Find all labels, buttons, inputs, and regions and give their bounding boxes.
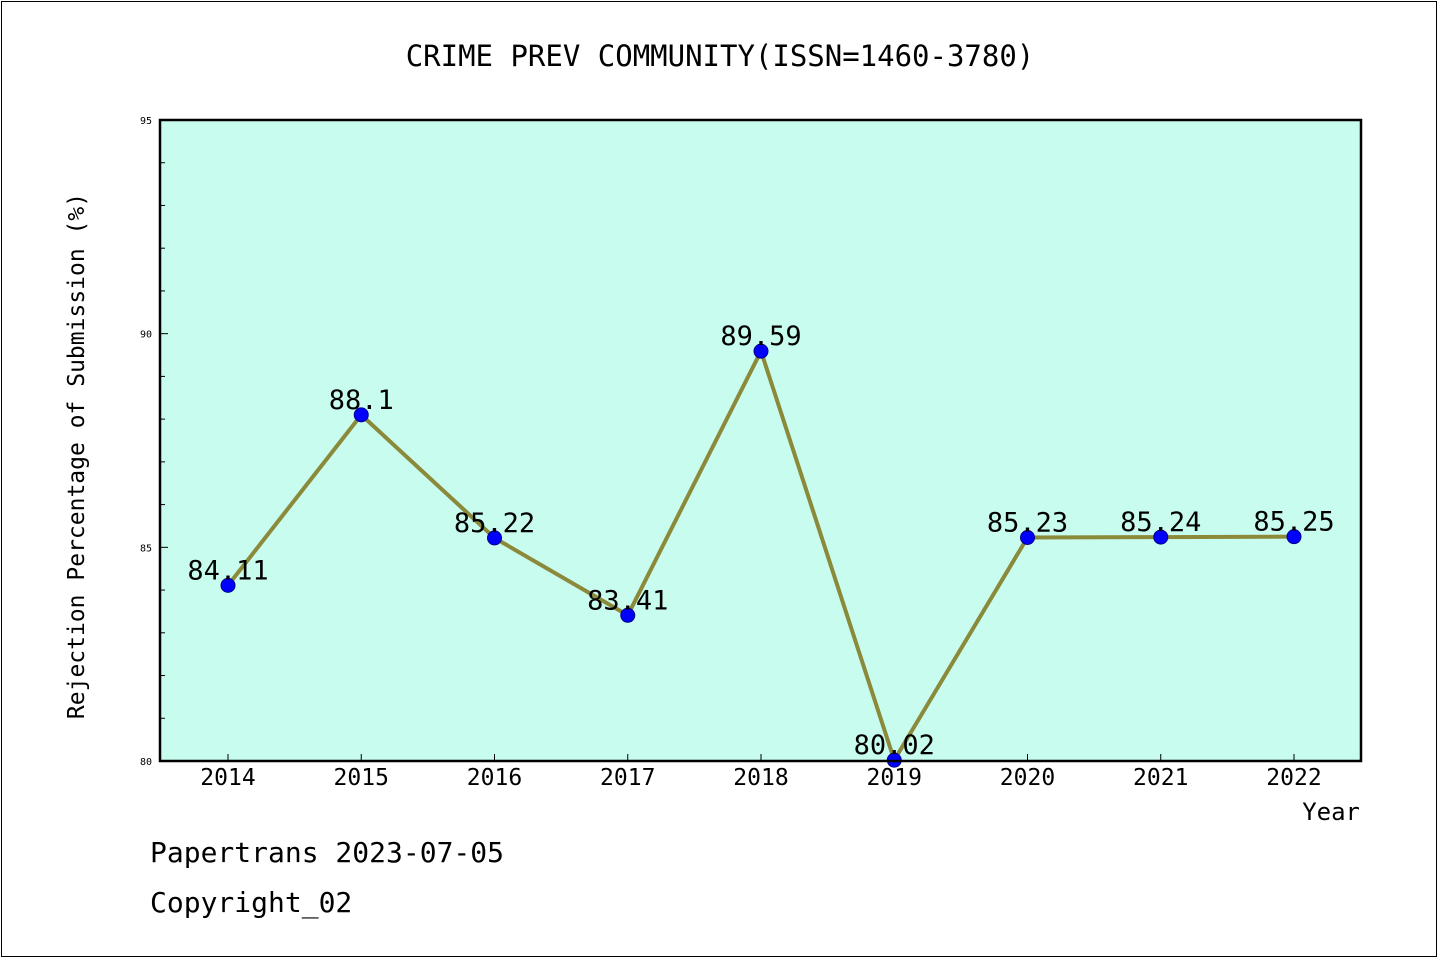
data-label: 83.41	[587, 585, 668, 616]
data-point	[353, 407, 369, 423]
y-axis-label: Rejection Percentage of Submission (%)	[64, 193, 90, 719]
x-tick-label: 2017	[600, 765, 655, 791]
y-tick-label: 80	[140, 757, 152, 768]
data-point	[620, 607, 636, 623]
data-label: 85.24	[1120, 507, 1201, 538]
footer-copyright: Copyright_02	[150, 886, 353, 919]
data-label: 85.22	[454, 508, 535, 539]
data-point	[220, 577, 236, 593]
data-label: 80.02	[854, 730, 935, 761]
chart-title: CRIME PREV COMMUNITY(ISSN=1460-3780)	[406, 39, 1035, 73]
footer-source: Papertrans 2023-07-05	[150, 836, 505, 869]
plot-area	[160, 120, 1361, 761]
data-label: 85.25	[1253, 507, 1334, 538]
x-tick-label: 2022	[1266, 765, 1321, 791]
data-label: 85.23	[987, 508, 1068, 539]
x-tick-label: 2019	[867, 765, 922, 791]
data-point	[753, 343, 769, 359]
x-axis-label: Year	[1302, 798, 1360, 826]
data-labels: 84.11 88.1 85.22 83.41 89.59 80.02 85.23 85.24 8…	[187, 321, 1334, 761]
x-axis: 2014 2015 2016 2017 2018 2019 2020 2021 2022	[200, 754, 1322, 791]
y-tick-label: 85	[140, 543, 152, 554]
x-tick-label: 2016	[467, 765, 522, 791]
y-tick-label: 90	[140, 330, 152, 341]
data-label: 89.59	[720, 321, 801, 352]
x-tick-label: 2014	[200, 765, 255, 791]
data-point	[1153, 529, 1169, 545]
x-tick-label: 2021	[1133, 765, 1188, 791]
data-markers	[220, 343, 1302, 768]
y-tick-label: 95	[140, 116, 152, 127]
data-label: 84.11	[187, 555, 268, 586]
data-point	[487, 530, 502, 546]
x-tick-label: 2020	[1000, 765, 1055, 791]
data-point	[1020, 530, 1035, 546]
x-tick-label: 2018	[733, 765, 788, 791]
plot-border	[158, 118, 1363, 763]
x-tick-label: 2015	[334, 765, 389, 791]
data-label: 88.1	[329, 385, 394, 416]
data-point	[1286, 529, 1302, 545]
